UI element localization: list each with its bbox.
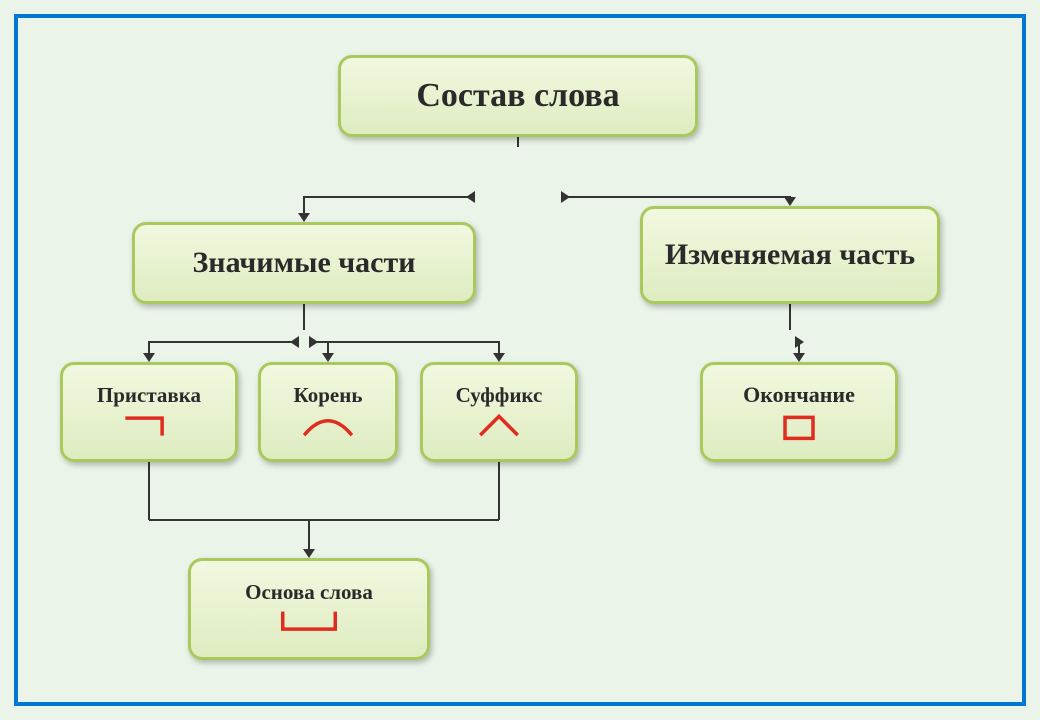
node-label: Основа слова <box>237 580 381 604</box>
node-label: Окончание <box>735 382 863 407</box>
node-label: Состав слова <box>408 76 627 115</box>
node-prefix: Приставка <box>60 362 238 462</box>
suffix-symbol <box>464 411 534 441</box>
node-label: Изменяемая часть <box>657 238 923 273</box>
node-label: Корень <box>286 383 371 407</box>
node-label: Суффикс <box>448 383 551 407</box>
node-left: Значимые части <box>132 222 476 304</box>
node-rootmorph: Корень <box>258 362 398 462</box>
ending-symbol <box>764 412 834 442</box>
node-label: Приставка <box>89 383 209 407</box>
node-label: Значимые части <box>184 246 423 281</box>
node-right: Изменяемая часть <box>640 206 940 304</box>
node-root: Состав слова <box>338 55 698 137</box>
node-suffix: Суффикс <box>420 362 578 462</box>
node-stem: Основа слова <box>188 558 430 660</box>
prefix-symbol <box>114 411 184 441</box>
node-ending: Окончание <box>700 362 898 462</box>
stem-symbol <box>274 608 344 638</box>
root-symbol <box>293 411 363 441</box>
